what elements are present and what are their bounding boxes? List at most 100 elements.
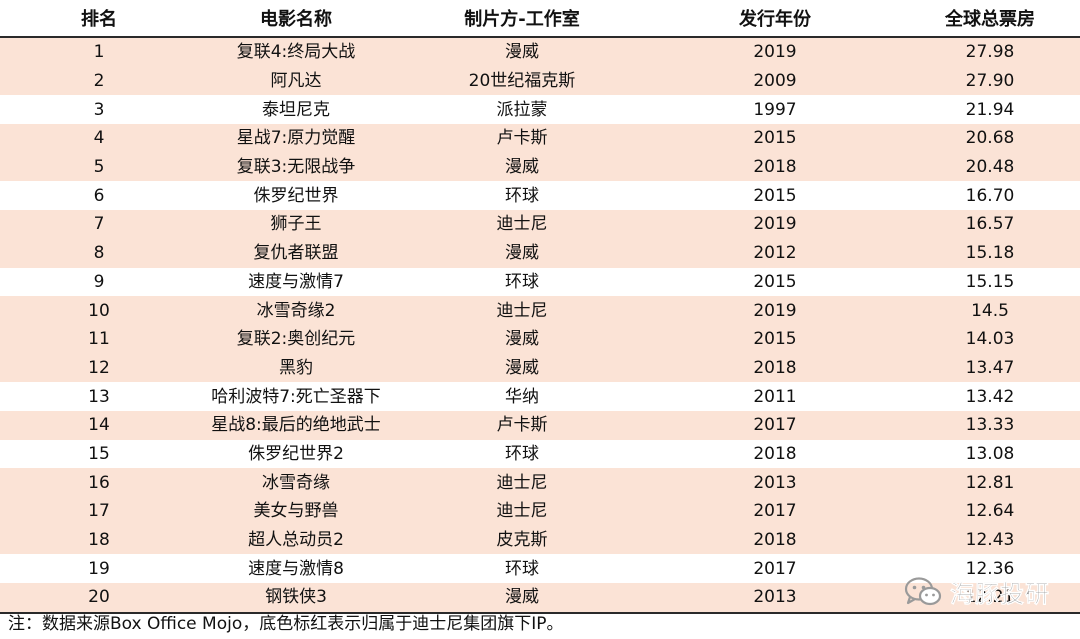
cell-rank: 1	[0, 37, 198, 67]
cell-title: 冰雪奇缘	[198, 468, 394, 497]
cell-studio: 漫威	[394, 353, 650, 383]
cell-title: 超人总动员2	[198, 525, 394, 555]
cell-studio: 漫威	[394, 324, 650, 354]
cell-year: 2018	[650, 525, 900, 555]
cell-rank: 15	[0, 439, 198, 469]
cell-rank: 8	[0, 238, 198, 268]
cell-rank: 19	[0, 554, 198, 584]
cell-title: 速度与激情8	[198, 554, 394, 584]
cell-year: 2009	[650, 66, 900, 96]
cell-gross: 13.47	[900, 353, 1080, 383]
cell-rank: 14	[0, 410, 198, 440]
table-body: 1 复联4:终局大战 漫威 2019 27.98 2 阿凡达 20世纪福克斯 2009 27.90…	[0, 37, 1080, 614]
cell-rank: 9	[0, 267, 198, 297]
table-row: 10 冰雪奇缘2 迪士尼 2019 14.5	[0, 296, 1080, 325]
cell-studio: 华纳	[394, 382, 650, 411]
cell-rank: 7	[0, 210, 198, 239]
cell-title: 星战8:最后的绝地武士	[198, 410, 394, 440]
cell-rank: 12	[0, 353, 198, 383]
table-header-row: 排名 电影名称 制片方-工作室 发行年份 全球总票房	[0, 0, 1080, 38]
cell-studio: 迪士尼	[394, 296, 650, 325]
cell-year: 2017	[650, 554, 900, 584]
header-title: 电影名称	[198, 0, 394, 38]
cell-year: 2013	[650, 583, 900, 614]
cell-title: 钢铁侠3	[198, 583, 394, 614]
cell-title: 星战7:原力觉醒	[198, 124, 394, 153]
cell-year: 2019	[650, 210, 900, 239]
cell-year: 2019	[650, 296, 900, 325]
cell-studio: 环球	[394, 181, 650, 211]
cell-gross: 12.81	[900, 468, 1080, 497]
cell-title: 冰雪奇缘2	[198, 296, 394, 325]
cell-gross: 16.70	[900, 181, 1080, 211]
table-row: 8 复仇者联盟 漫威 2012 15.18	[0, 238, 1080, 268]
cell-rank: 17	[0, 497, 198, 526]
cell-gross: 20.48	[900, 152, 1080, 182]
cell-year: 2019	[650, 37, 900, 67]
cell-year: 2017	[650, 410, 900, 440]
cell-studio: 派拉蒙	[394, 95, 650, 125]
cell-gross: 15.18	[900, 238, 1080, 268]
header-gross: 全球总票房	[900, 0, 1080, 38]
wechat-icon	[904, 576, 942, 605]
cell-studio: 迪士尼	[394, 468, 650, 497]
cell-rank: 20	[0, 583, 198, 614]
table-row: 7 狮子王 迪士尼 2019 16.57	[0, 210, 1080, 239]
cell-studio: 漫威	[394, 238, 650, 268]
table-row: 5 复联3:无限战争 漫威 2018 20.48	[0, 152, 1080, 182]
cell-rank: 6	[0, 181, 198, 211]
cell-year: 2015	[650, 267, 900, 297]
watermark-text: 海豚投研	[950, 580, 1050, 609]
cell-title: 速度与激情7	[198, 267, 394, 297]
cell-year: 2017	[650, 497, 900, 526]
cell-year: 1997	[650, 95, 900, 125]
cell-rank: 3	[0, 95, 198, 125]
cell-title: 复联3:无限战争	[198, 152, 394, 182]
cell-year: 2018	[650, 353, 900, 383]
table-row: 15 侏罗纪世界2 环球 2018 13.08	[0, 439, 1080, 469]
cell-title: 狮子王	[198, 210, 394, 239]
cell-year: 2015	[650, 324, 900, 354]
table-row: 6 侏罗纪世界 环球 2015 16.70	[0, 181, 1080, 211]
cell-title: 泰坦尼克	[198, 95, 394, 125]
cell-title: 复联2:奥创纪元	[198, 324, 394, 354]
cell-year: 2018	[650, 439, 900, 469]
cell-rank: 10	[0, 296, 198, 325]
header-year: 发行年份	[650, 0, 900, 38]
cell-year: 2012	[650, 238, 900, 268]
cell-title: 黑豹	[198, 353, 394, 383]
cell-year: 2018	[650, 152, 900, 182]
cell-rank: 18	[0, 525, 198, 555]
table-row: 17 美女与野兽 迪士尼 2017 12.64	[0, 497, 1080, 526]
cell-gross: 21.94	[900, 95, 1080, 125]
cell-rank: 16	[0, 468, 198, 497]
watermark: 海豚投研	[904, 574, 1050, 609]
table-row: 18 超人总动员2 皮克斯 2018 12.43	[0, 525, 1080, 555]
cell-studio: 20世纪福克斯	[394, 66, 650, 96]
box-office-table-container: 排名 电影名称 制片方-工作室 发行年份 全球总票房 1 复联4:终局大战 漫威 20…	[0, 0, 1080, 614]
cell-title: 侏罗纪世界	[198, 181, 394, 211]
cell-gross: 12.43	[900, 525, 1080, 555]
table-row: 4 星战7:原力觉醒 卢卡斯 2015 20.68	[0, 124, 1080, 153]
cell-year: 2013	[650, 468, 900, 497]
cell-gross: 14.03	[900, 324, 1080, 354]
cell-studio: 漫威	[394, 152, 650, 182]
cell-gross: 12.36	[900, 554, 1080, 584]
cell-studio: 漫威	[394, 37, 650, 67]
cell-studio: 环球	[394, 554, 650, 584]
table-row: 3 泰坦尼克 派拉蒙 1997 21.94	[0, 95, 1080, 125]
cell-gross: 16.57	[900, 210, 1080, 239]
table-row: 13 哈利波特7:死亡圣器下 华纳 2011 13.42	[0, 382, 1080, 411]
cell-studio: 卢卡斯	[394, 410, 650, 440]
cell-studio: 环球	[394, 439, 650, 469]
cell-gross: 14.5	[900, 296, 1080, 325]
cell-gross: 27.98	[900, 37, 1080, 67]
cell-gross: 12.64	[900, 497, 1080, 526]
cell-studio: 漫威	[394, 583, 650, 614]
table-row: 16 冰雪奇缘 迪士尼 2013 12.81	[0, 468, 1080, 497]
cell-year: 2011	[650, 382, 900, 411]
table-row: 14 星战8:最后的绝地武士 卢卡斯 2017 13.33	[0, 410, 1080, 440]
table-row: 19 速度与激情8 环球 2017 12.36	[0, 554, 1080, 584]
cell-title: 复仇者联盟	[198, 238, 394, 268]
box-office-table: 排名 电影名称 制片方-工作室 发行年份 全球总票房 1 复联4:终局大战 漫威 20…	[0, 0, 1080, 614]
